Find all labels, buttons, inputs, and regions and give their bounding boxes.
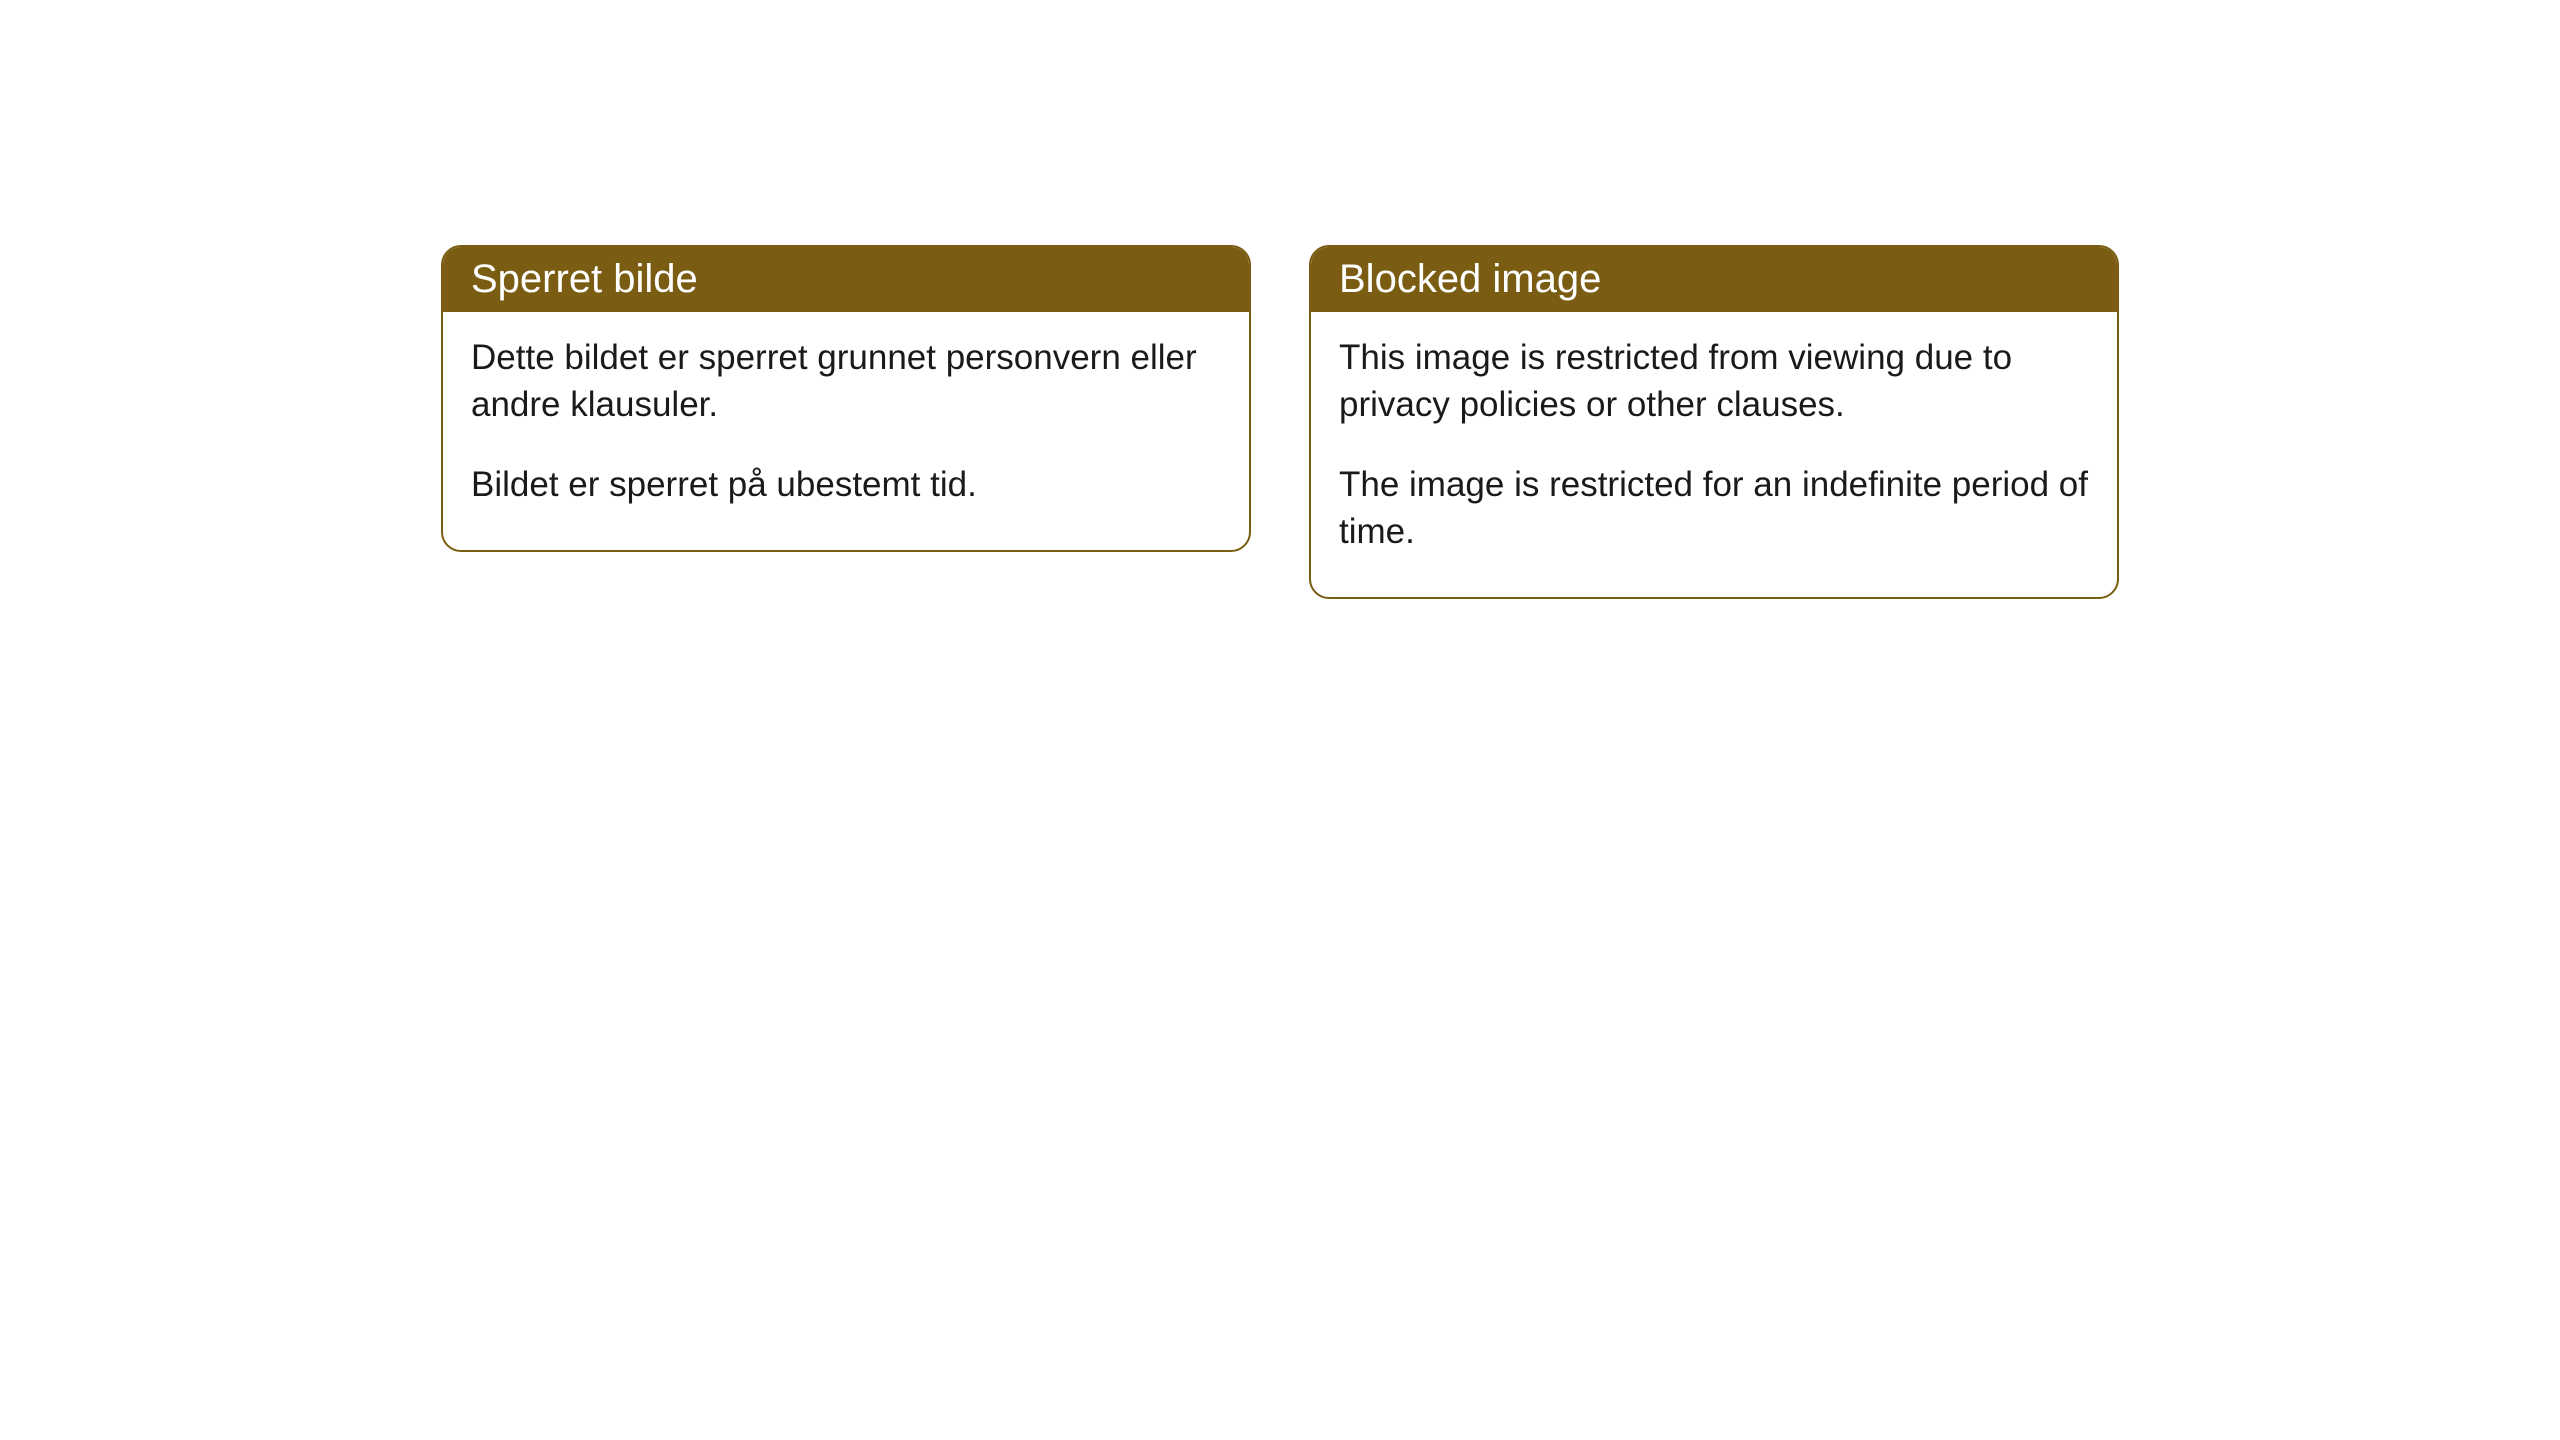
card-paragraph: Dette bildet er sperret grunnet personve…: [471, 334, 1221, 429]
card-body: Dette bildet er sperret grunnet personve…: [443, 312, 1249, 550]
card-body: This image is restricted from viewing du…: [1311, 312, 2117, 597]
card-paragraph: Bildet er sperret på ubestemt tid.: [471, 461, 1221, 508]
card-title: Sperret bilde: [471, 257, 698, 301]
card-header: Sperret bilde: [443, 247, 1249, 312]
card-title: Blocked image: [1339, 257, 1601, 301]
card-paragraph: This image is restricted from viewing du…: [1339, 334, 2089, 429]
card-header: Blocked image: [1311, 247, 2117, 312]
notice-container: Sperret bilde Dette bildet er sperret gr…: [441, 245, 2119, 1440]
blocked-image-card-english: Blocked image This image is restricted f…: [1309, 245, 2119, 599]
blocked-image-card-norwegian: Sperret bilde Dette bildet er sperret gr…: [441, 245, 1251, 552]
card-paragraph: The image is restricted for an indefinit…: [1339, 461, 2089, 556]
